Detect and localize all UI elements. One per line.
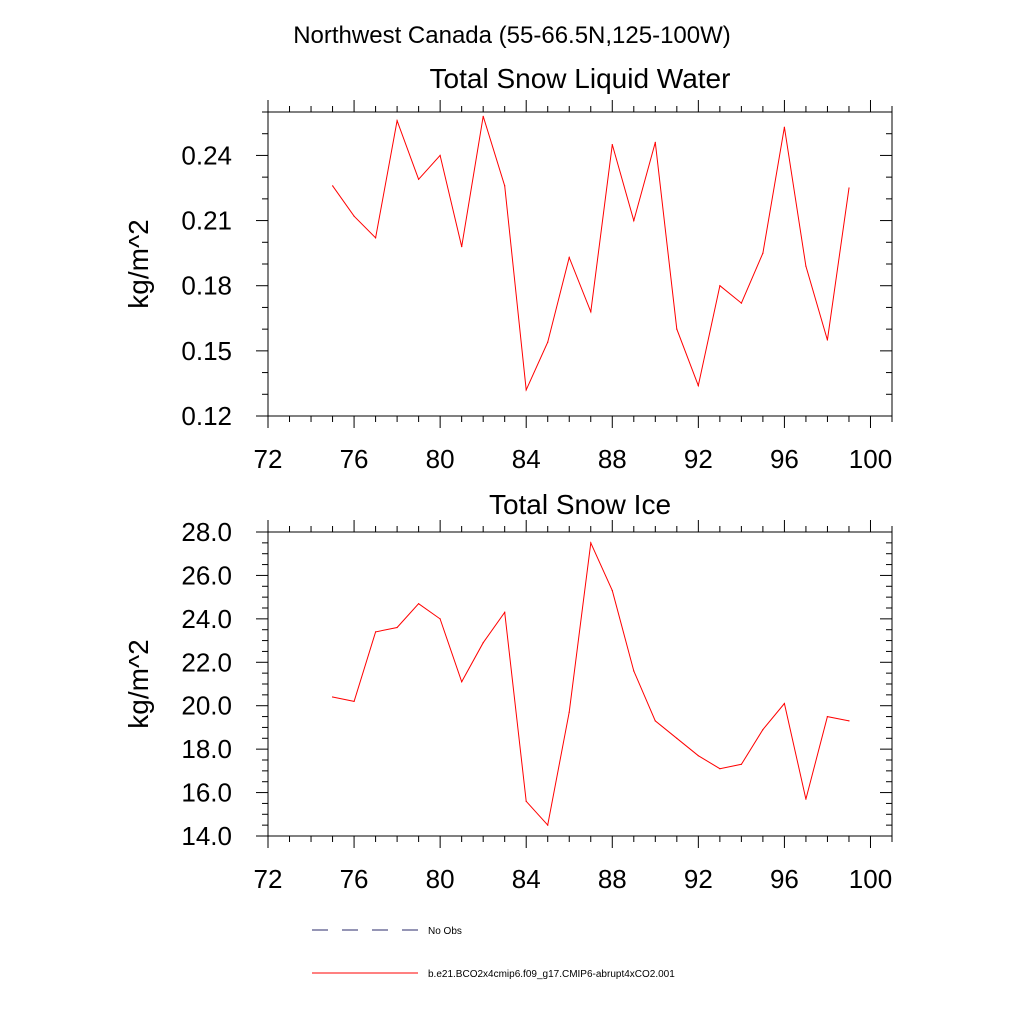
panel-snow-ice: Total Snow Ice kg/m^2 72 76 80 84 88 92 96 100 1… — [123, 489, 893, 894]
data-point — [482, 642, 484, 644]
x-tick-label: 100 — [849, 864, 892, 894]
data-point — [697, 385, 699, 387]
data-point — [375, 631, 377, 633]
data-point — [547, 824, 549, 826]
x-tick-label: 88 — [598, 444, 627, 474]
data-point — [396, 626, 398, 629]
y-axis-label: kg/m^2 — [123, 219, 154, 308]
figure-title: Northwest Canada (55-66.5N,125-100W) — [293, 22, 731, 49]
data-point — [332, 696, 334, 698]
y-tick-label: 0.12 — [181, 401, 232, 431]
data-point — [568, 711, 570, 713]
data-point — [783, 126, 786, 128]
panel-snow-liquid-water: Total Snow Liquid Water kg/m^2 72 76 80 84 8… — [123, 63, 893, 474]
data-point — [504, 185, 506, 187]
plot-frame — [267, 531, 893, 837]
x-tick-label: 96 — [770, 864, 799, 894]
data-point — [396, 120, 398, 122]
series-line — [332, 116, 850, 392]
data-point — [848, 187, 850, 189]
y-tick-label: 0.21 — [181, 206, 232, 236]
data-point — [633, 220, 635, 222]
x-tick-label: 88 — [598, 864, 627, 894]
data-point — [740, 302, 743, 304]
panel-title: Total Snow Liquid Water — [430, 63, 731, 94]
data-point — [482, 115, 484, 117]
y-tick-label: 18.0 — [181, 734, 232, 764]
data-point — [461, 681, 463, 683]
data-point — [547, 341, 549, 343]
data-point — [805, 798, 807, 800]
data-point — [353, 700, 355, 703]
data-point — [762, 252, 764, 254]
data-point — [740, 763, 743, 765]
data-point — [353, 215, 355, 217]
y-tick-label: 26.0 — [181, 560, 232, 590]
data-point — [848, 720, 850, 722]
data-point — [568, 256, 570, 259]
data-point — [418, 178, 420, 180]
data-point — [525, 389, 527, 391]
y-tick-label: 28.0 — [181, 517, 232, 547]
legend-label-no-obs: No Obs — [428, 926, 462, 937]
legend: No Obs b.e21.BCO2x4cmip6.f09_g17.CMIP6-a… — [312, 926, 675, 980]
data-point — [633, 670, 635, 672]
data-point — [783, 702, 786, 705]
legend-label-model-run: b.e21.BCO2x4cmip6.f09_g17.CMIP6-abrupt4x… — [428, 969, 675, 980]
y-tick-label: 16.0 — [181, 778, 232, 808]
data-point — [826, 339, 829, 341]
x-tick-label: 92 — [684, 444, 713, 474]
y-axis-label: kg/m^2 — [123, 639, 154, 728]
y-tick-label: 0.18 — [181, 271, 232, 301]
data-point — [719, 285, 721, 287]
x-tick-label: 80 — [426, 444, 455, 474]
data-point — [826, 716, 829, 718]
x-tick-label: 92 — [684, 864, 713, 894]
data-point — [375, 237, 377, 239]
x-tick-label: 76 — [340, 864, 369, 894]
x-tick-label: 80 — [426, 864, 455, 894]
y-tick-label: 0.24 — [181, 140, 232, 170]
series-line — [332, 541, 850, 827]
data-point — [611, 590, 613, 592]
x-tick-label: 84 — [512, 444, 541, 474]
x-tick-label: 72 — [254, 444, 283, 474]
y-tick-label: 22.0 — [181, 647, 232, 677]
panel-title: Total Snow Ice — [489, 489, 671, 520]
data-point — [676, 328, 678, 330]
data-point — [332, 185, 334, 187]
x-tick-label: 100 — [849, 444, 892, 474]
data-point — [762, 729, 764, 731]
data-point — [590, 311, 592, 313]
data-point — [654, 141, 656, 143]
data-point — [654, 720, 656, 722]
data-point — [504, 611, 506, 613]
data-point — [439, 154, 441, 156]
data-point — [719, 768, 721, 770]
data-point — [611, 144, 613, 146]
x-tick-label: 72 — [254, 864, 283, 894]
y-tick-label: 0.15 — [181, 336, 232, 366]
x-tick-label: 84 — [512, 864, 541, 894]
x-tick-label: 76 — [340, 444, 369, 474]
data-point — [676, 737, 678, 739]
y-tick-label: 24.0 — [181, 604, 232, 634]
plot-frame — [267, 111, 893, 417]
y-tick-label: 20.0 — [181, 691, 232, 721]
data-point — [418, 603, 420, 605]
data-point — [461, 246, 463, 248]
y-tick-label: 14.0 — [181, 821, 232, 851]
data-point — [805, 265, 807, 267]
data-point — [525, 800, 527, 802]
data-point — [697, 755, 699, 757]
data-point — [590, 542, 592, 544]
x-tick-label: 96 — [770, 444, 799, 474]
data-point — [439, 618, 441, 620]
